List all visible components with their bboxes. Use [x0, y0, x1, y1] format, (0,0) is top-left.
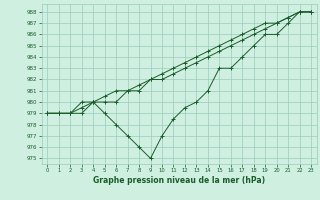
X-axis label: Graphe pression niveau de la mer (hPa): Graphe pression niveau de la mer (hPa) — [93, 176, 265, 185]
